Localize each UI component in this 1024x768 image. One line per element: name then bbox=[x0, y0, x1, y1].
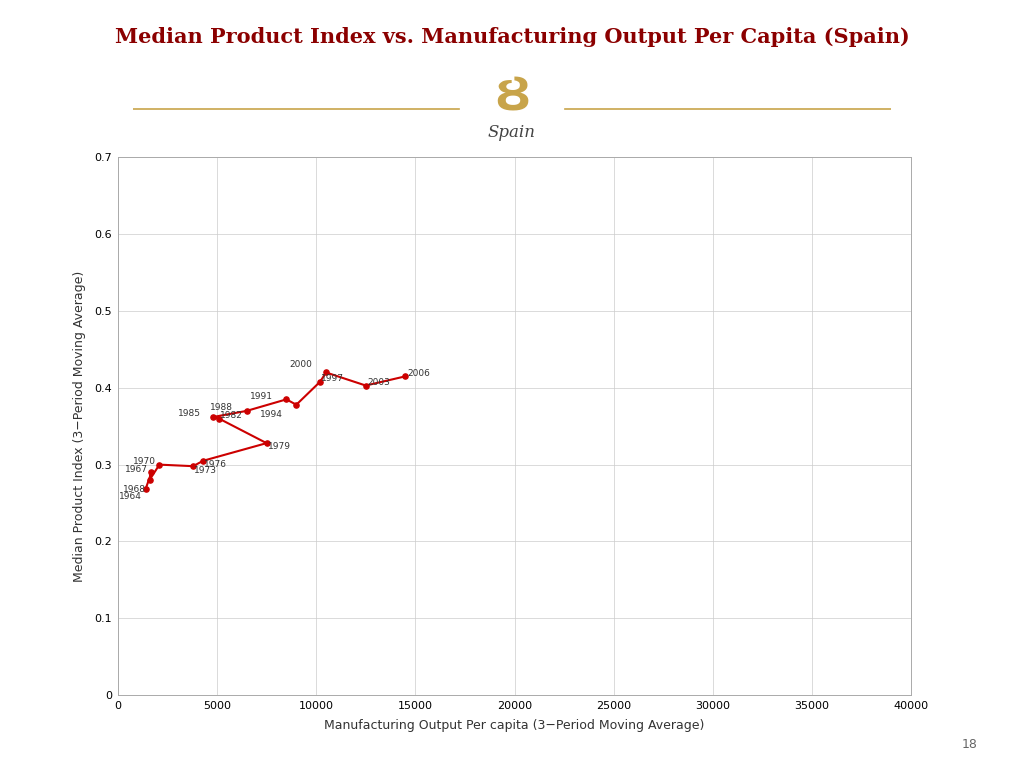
Text: 1982: 1982 bbox=[219, 411, 243, 420]
Text: 1979: 1979 bbox=[268, 442, 291, 452]
Point bbox=[141, 474, 158, 486]
Point bbox=[205, 411, 221, 423]
Point bbox=[137, 483, 154, 495]
Text: 2003: 2003 bbox=[368, 378, 390, 387]
Point bbox=[258, 437, 274, 449]
Text: 2006: 2006 bbox=[408, 369, 430, 378]
Point bbox=[279, 393, 295, 406]
Point bbox=[185, 460, 202, 472]
Y-axis label: Median Product Index (3−Period Moving Average): Median Product Index (3−Period Moving Av… bbox=[73, 270, 86, 582]
Text: Spain: Spain bbox=[488, 124, 536, 141]
Text: 1997: 1997 bbox=[321, 374, 344, 383]
Text: 1973: 1973 bbox=[194, 465, 217, 475]
Point bbox=[397, 370, 414, 382]
Text: 2000: 2000 bbox=[290, 360, 312, 369]
Text: Median Product Index vs. Manufacturing Output Per Capita (Spain): Median Product Index vs. Manufacturing O… bbox=[115, 27, 909, 47]
Text: Ȣ: Ȣ bbox=[494, 77, 530, 119]
Text: 1964: 1964 bbox=[119, 492, 142, 502]
Point bbox=[152, 458, 168, 471]
Text: 1988: 1988 bbox=[210, 403, 232, 412]
Point bbox=[143, 466, 160, 478]
Point bbox=[195, 455, 211, 467]
Text: 1985: 1985 bbox=[178, 409, 201, 419]
Point bbox=[288, 399, 304, 411]
Point bbox=[239, 405, 255, 417]
Point bbox=[357, 379, 374, 392]
Point bbox=[312, 376, 329, 388]
Text: 1968: 1968 bbox=[123, 485, 146, 495]
Text: 18: 18 bbox=[962, 738, 978, 751]
Text: 1970: 1970 bbox=[132, 457, 156, 466]
Text: 1991: 1991 bbox=[250, 392, 272, 401]
X-axis label: Manufacturing Output Per capita (3−Period Moving Average): Manufacturing Output Per capita (3−Perio… bbox=[325, 719, 705, 732]
Text: 1967: 1967 bbox=[125, 465, 147, 474]
Text: 1976: 1976 bbox=[204, 460, 226, 469]
Text: 1994: 1994 bbox=[259, 410, 283, 419]
Point bbox=[317, 366, 334, 379]
Point bbox=[211, 412, 227, 425]
